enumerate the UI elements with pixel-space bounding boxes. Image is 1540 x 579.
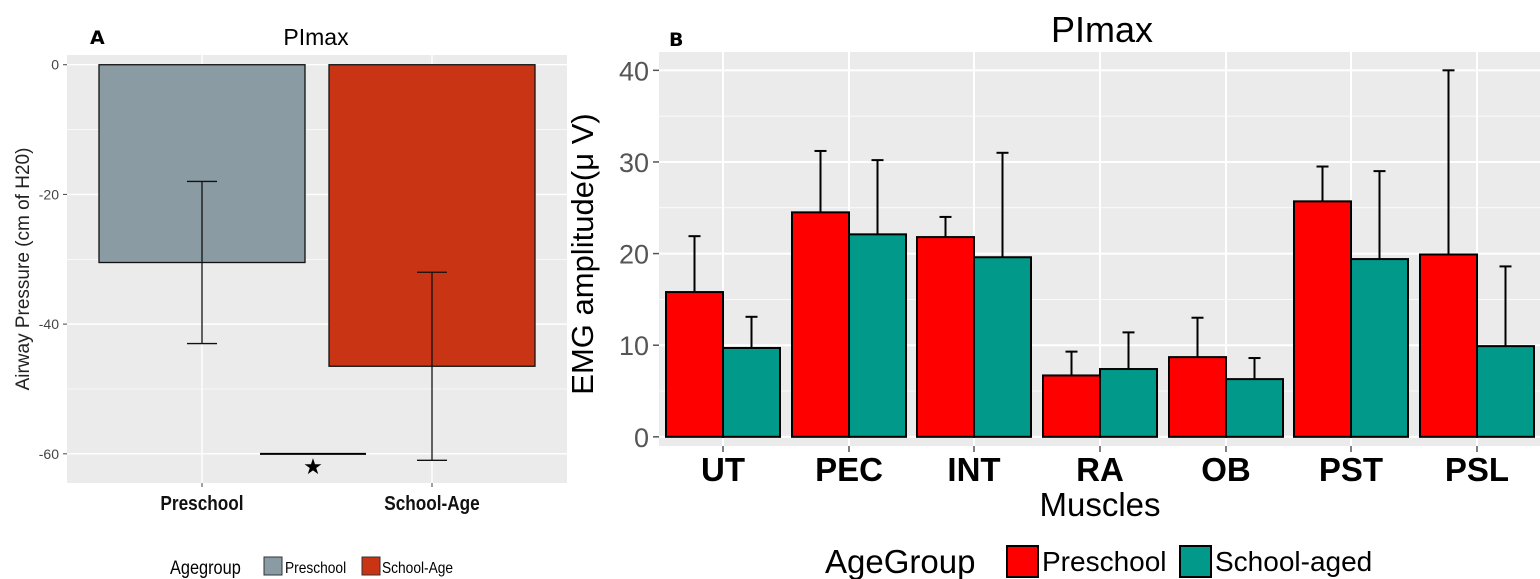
panel-b-bars	[665, 200, 1535, 438]
bar-preschool-pec	[791, 211, 850, 438]
legend-swatch-school-age	[361, 556, 381, 576]
panel-b-y-axis-label: EMG amplitude(μ V)	[565, 113, 600, 394]
bar-school-aged-pec	[848, 233, 907, 438]
panel-a-y-axis-label: Airway Pressure (cm of H20)	[13, 148, 34, 391]
panel-b-x-axis-label: Muscles	[1039, 486, 1160, 523]
bar-preschool-int	[916, 236, 975, 438]
panel-a-legend-title: Agegroup	[170, 557, 241, 578]
legend-swatch-preschool	[263, 556, 283, 576]
x-tick-label: PEC	[815, 451, 883, 488]
legend-label-school-aged: School-aged	[1215, 546, 1372, 577]
significance-star: ★	[303, 454, 323, 479]
y-tick-label: 30	[619, 148, 649, 178]
panel-a-y-axis: 0 -20 -40 -60	[39, 57, 67, 462]
bar-school-aged-int	[973, 256, 1032, 438]
bar-preschool-ut	[665, 291, 724, 438]
panel-b-y-axis: 0 10 20 30 40	[619, 56, 659, 453]
y-tick-label: 20	[619, 240, 649, 270]
x-tick-label: RA	[1076, 451, 1124, 488]
x-tick-label: School-Age	[384, 492, 479, 515]
x-tick-label: PST	[1319, 451, 1383, 488]
bar-school-aged-ob	[1225, 378, 1284, 438]
panel-a: A PImax 0 -20 -40 -60 ★ Preschool School-Age…	[13, 24, 567, 578]
panel-b-error-bars	[688, 69, 1512, 380]
panel-a-bars	[98, 64, 536, 367]
panel-b-letter: B	[669, 29, 683, 51]
panel-a-error-bars	[187, 180, 447, 461]
panel-a-letter: A	[90, 27, 105, 49]
x-tick-label: INT	[947, 451, 1000, 488]
bar-preschool-ob	[1168, 356, 1227, 438]
panel-b-legend: AgeGroup Preschool School-aged	[825, 543, 1372, 579]
legend-label-school-age: School-Age	[382, 559, 453, 577]
y-tick-label: -40	[39, 316, 59, 332]
x-tick-label: PSL	[1445, 451, 1509, 488]
bar-school-aged-ut	[722, 346, 781, 438]
y-tick-label: 40	[619, 56, 649, 86]
panel-b: B PImax 0 10 20 30 40 UT PEC INT RA OB PST PSL Mus…	[565, 9, 1540, 579]
panel-a-x-axis: Preschool School-Age	[160, 483, 480, 515]
bar-preschool-ra	[1042, 374, 1101, 438]
bar-preschool-pst	[1293, 200, 1352, 438]
x-tick-label: UT	[701, 451, 745, 488]
bar-school-aged-pst	[1350, 258, 1409, 438]
y-tick-label: 0	[634, 423, 649, 453]
panel-a-legend: Agegroup Preschool School-Age	[170, 556, 453, 578]
legend-label-preschool: Preschool	[285, 559, 346, 577]
legend-swatch-preschool	[1006, 545, 1039, 578]
legend-label-preschool: Preschool	[1042, 546, 1167, 577]
bar-school-aged-ra	[1099, 368, 1158, 438]
bar-preschool-psl	[1419, 253, 1478, 438]
panel-b-legend-title: AgeGroup	[825, 543, 975, 579]
legend-swatch-school-aged	[1179, 545, 1212, 578]
panel-b-x-axis: UT PEC INT RA OB PST PSL	[701, 446, 1509, 488]
panel-a-title: PImax	[283, 24, 349, 50]
y-tick-label: -60	[39, 446, 59, 462]
y-tick-label: 0	[51, 57, 59, 73]
x-tick-label: OB	[1201, 451, 1251, 488]
y-tick-label: 10	[619, 331, 649, 361]
y-tick-label: -20	[39, 186, 59, 202]
x-tick-label: Preschool	[160, 492, 243, 515]
bar-school-aged-psl	[1476, 345, 1535, 438]
panel-b-title: PImax	[1051, 9, 1153, 50]
